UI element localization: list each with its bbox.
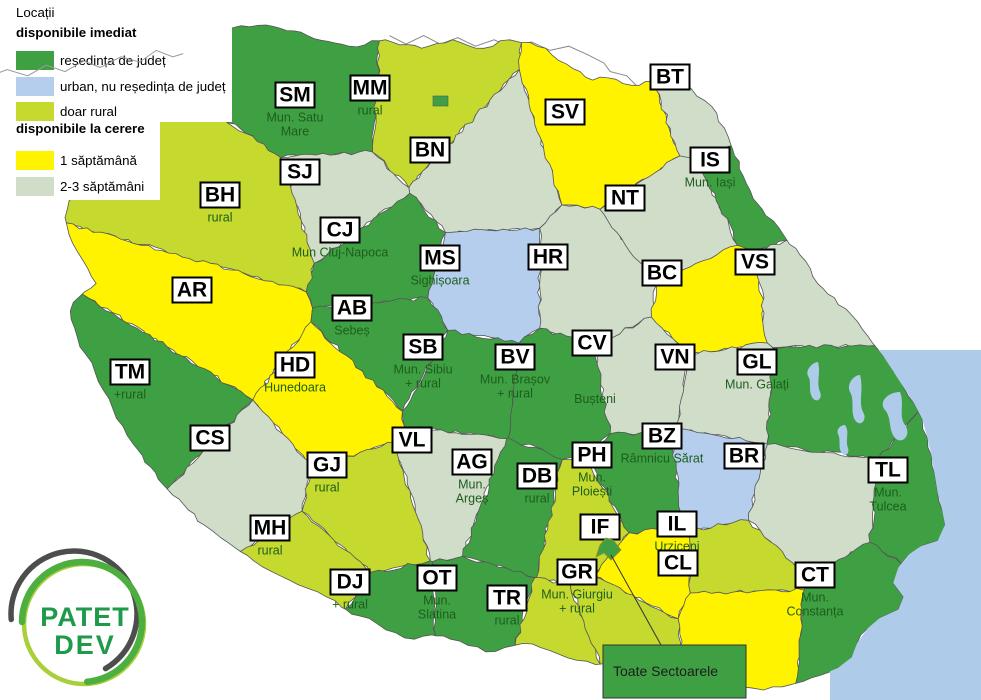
svg-text:rural: rural [207, 211, 232, 225]
svg-text:Mun. Brașov: Mun. Brașov [480, 373, 551, 387]
svg-text:Toate Sectoarele: Toate Sectoarele [613, 663, 718, 679]
svg-text:BR: BR [729, 445, 759, 468]
svg-text:BN: BN [415, 139, 445, 162]
svg-text:AG: AG [456, 451, 488, 474]
svg-text:Mun.: Mun. [874, 486, 902, 500]
svg-text:Slatina: Slatina [418, 608, 456, 622]
svg-text:Mun Cluj-Napoca: Mun Cluj-Napoca [292, 246, 389, 260]
svg-text:PATET: PATET [40, 602, 130, 632]
svg-text:MH: MH [254, 517, 287, 540]
svg-text:Mun. Galați: Mun. Galați [725, 378, 789, 392]
svg-text:OT: OT [422, 567, 451, 590]
svg-text:BH: BH [205, 184, 235, 207]
svg-text:DJ: DJ [337, 571, 364, 594]
svg-text:AR: AR [177, 279, 207, 302]
svg-text:SB: SB [408, 336, 437, 359]
svg-text:Ploiești: Ploiești [572, 485, 612, 499]
svg-text:Mun. Satu: Mun. Satu [267, 111, 324, 125]
svg-text:+ rural: + rural [497, 387, 533, 401]
svg-text:Mun. Giurgiu: Mun. Giurgiu [541, 588, 613, 602]
svg-text:Sebeș: Sebeș [334, 324, 369, 338]
svg-text:CS: CS [195, 427, 224, 450]
svg-text:Râmnicu Sărat: Râmnicu Sărat [621, 452, 704, 466]
svg-text:Mare: Mare [281, 125, 310, 139]
svg-text:disponibile la cerere: disponibile la cerere [16, 121, 145, 136]
svg-text:Mun. Iași: Mun. Iași [685, 176, 736, 190]
svg-text:IS: IS [700, 149, 720, 172]
svg-text:AB: AB [337, 297, 367, 320]
svg-text:TM: TM [115, 361, 145, 384]
svg-text:doar rural: doar rural [60, 104, 117, 119]
svg-text:GL: GL [742, 351, 771, 374]
svg-text:GJ: GJ [313, 454, 341, 477]
svg-text:SV: SV [551, 101, 579, 124]
svg-text:rural: rural [257, 544, 282, 558]
svg-text:MM: MM [353, 77, 388, 100]
svg-text:HD: HD [280, 354, 310, 377]
svg-text:NT: NT [611, 187, 639, 210]
svg-text:MS: MS [424, 247, 456, 270]
svg-text:VN: VN [660, 346, 689, 369]
svg-text:BZ: BZ [648, 425, 676, 448]
svg-text:SJ: SJ [287, 161, 313, 184]
svg-text:Mun.: Mun. [578, 471, 606, 485]
svg-text:Sighișoara: Sighișoara [410, 274, 469, 288]
svg-text:TR: TR [493, 587, 521, 610]
svg-text:disponibile imediat: disponibile imediat [16, 25, 137, 40]
svg-text:HR: HR [533, 246, 563, 269]
svg-text:PH: PH [577, 444, 606, 467]
svg-text:rural: rural [494, 614, 519, 628]
svg-text:+ rural: + rural [405, 377, 441, 391]
svg-text:Mun.: Mun. [801, 591, 829, 605]
svg-text:Bușteni: Bușteni [574, 392, 616, 406]
svg-text:Hunedoara: Hunedoara [264, 381, 326, 395]
svg-text:GR: GR [561, 561, 593, 584]
svg-text:BC: BC [647, 262, 677, 285]
svg-text:DEV: DEV [54, 630, 116, 660]
svg-text:Locații: Locații [16, 5, 54, 20]
svg-text:Tulcea: Tulcea [869, 500, 906, 514]
svg-text:VL: VL [399, 429, 426, 452]
svg-text:urban, nu reședința de județ: urban, nu reședința de județ [60, 79, 226, 94]
svg-text:+ rural: + rural [559, 602, 595, 616]
svg-text:BV: BV [500, 346, 529, 369]
svg-text:CT: CT [801, 564, 829, 587]
svg-text:rural: rural [314, 481, 339, 495]
svg-text:rural: rural [357, 104, 382, 118]
svg-text:Constanța: Constanța [787, 605, 844, 619]
svg-text:CJ: CJ [327, 219, 354, 242]
svg-text:IF: IF [591, 516, 610, 539]
svg-text:SM: SM [279, 84, 311, 107]
svg-text:CL: CL [664, 552, 692, 575]
svg-text:Mun. Sibiu: Mun. Sibiu [393, 363, 452, 377]
svg-text:CV: CV [577, 332, 606, 355]
svg-text:1 săptămână: 1 săptămână [60, 153, 137, 168]
svg-text:+ rural: + rural [332, 598, 368, 612]
svg-text:rural: rural [524, 492, 549, 506]
svg-text:DB: DB [522, 465, 552, 488]
svg-text:+rural: +rural [114, 388, 146, 402]
svg-text:BT: BT [656, 66, 684, 89]
svg-text:Argeș: Argeș [456, 492, 489, 506]
svg-text:IL: IL [668, 513, 687, 536]
svg-text:VS: VS [741, 251, 769, 274]
svg-text:TL: TL [875, 459, 901, 482]
svg-text:Mun.: Mun. [423, 594, 451, 608]
svg-text:Mun.: Mun. [458, 478, 486, 492]
svg-text:2-3 săptămâni: 2-3 săptămâni [60, 179, 144, 194]
